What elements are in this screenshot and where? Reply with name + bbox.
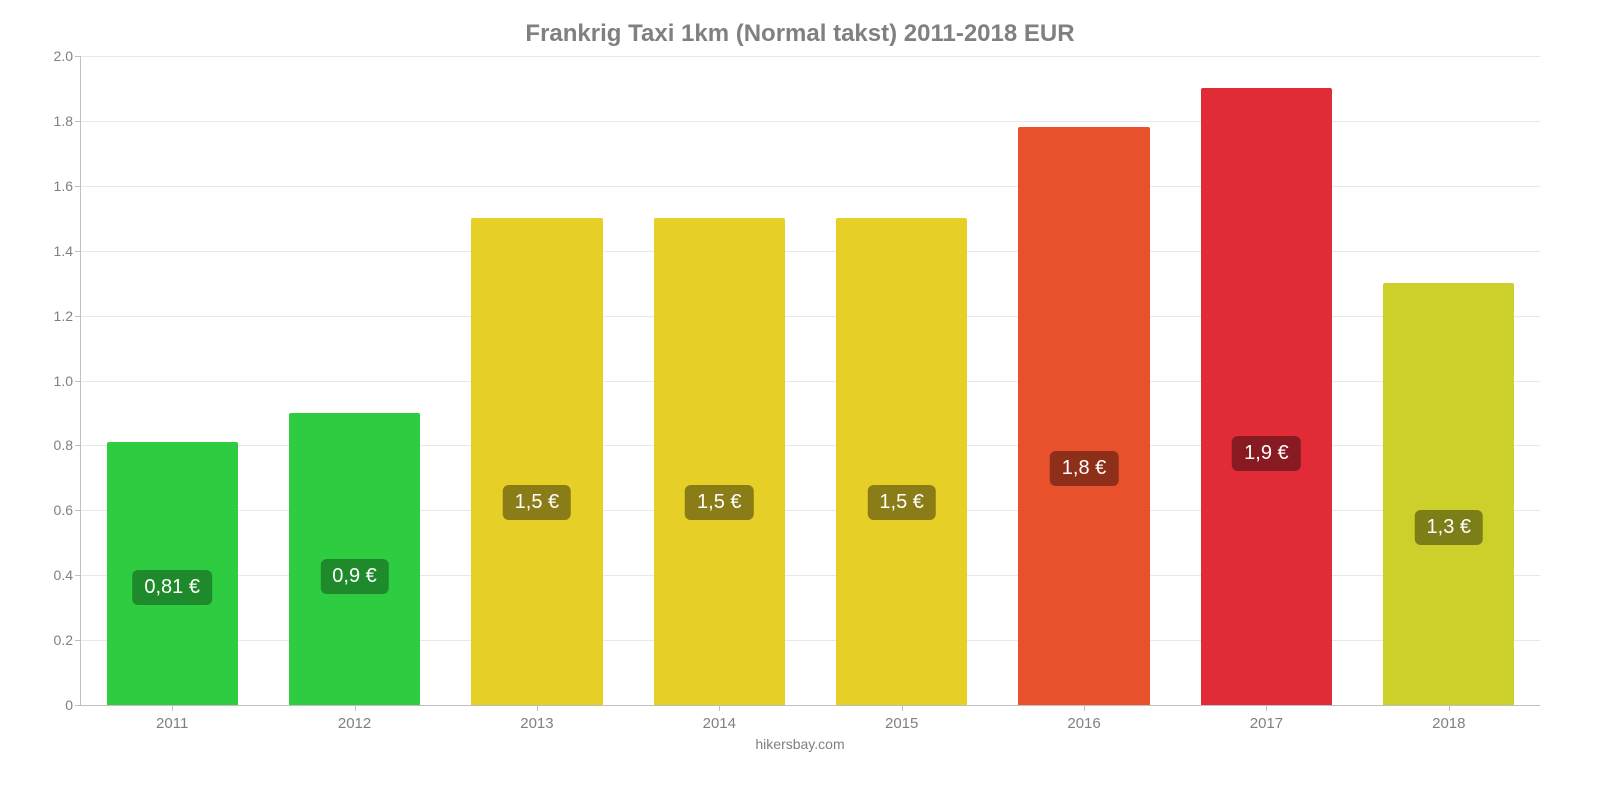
bar: 1,3 € xyxy=(1383,283,1514,705)
ytick-label: 0.2 xyxy=(54,632,81,648)
ytick-label: 0.6 xyxy=(54,502,81,518)
bar-chart: Frankrig Taxi 1km (Normal takst) 2011-20… xyxy=(0,0,1600,800)
bar-slot: 0,9 €2012 xyxy=(263,56,445,705)
ytick-label: 1.0 xyxy=(54,373,81,389)
xtick-label: 2017 xyxy=(1250,705,1283,732)
bar-slot: 0,81 €2011 xyxy=(81,56,263,705)
bar-value-label: 1,3 € xyxy=(1415,510,1483,545)
ytick-label: 1.2 xyxy=(54,308,81,324)
xtick-label: 2015 xyxy=(885,705,918,732)
bar: 1,5 € xyxy=(471,218,602,705)
ytick-label: 0.8 xyxy=(54,437,81,453)
bar-value-label: 1,8 € xyxy=(1050,451,1118,486)
xtick-label: 2016 xyxy=(1067,705,1100,732)
bar-value-label: 1,5 € xyxy=(867,485,935,520)
bar: 1,5 € xyxy=(654,218,785,705)
bar-value-label: 1,5 € xyxy=(503,485,571,520)
bar-slot: 1,5 €2013 xyxy=(446,56,628,705)
bar-slot: 1,3 €2018 xyxy=(1358,56,1540,705)
bar-slot: 1,5 €2015 xyxy=(811,56,993,705)
ytick-label: 0 xyxy=(65,697,81,713)
bar-slot: 1,8 €2016 xyxy=(993,56,1175,705)
attribution: hikersbay.com xyxy=(40,736,1560,752)
xtick-label: 2018 xyxy=(1432,705,1465,732)
xtick-label: 2013 xyxy=(520,705,553,732)
plot-area: 00.20.40.60.81.01.21.41.61.82.0 0,81 €20… xyxy=(80,56,1540,706)
bar: 0,9 € xyxy=(289,413,420,705)
bar-slot: 1,9 €2017 xyxy=(1175,56,1357,705)
xtick-label: 2012 xyxy=(338,705,371,732)
bar-value-label: 0,9 € xyxy=(320,559,388,594)
ytick-label: 0.4 xyxy=(54,567,81,583)
xtick-label: 2014 xyxy=(703,705,736,732)
bar: 1,8 € xyxy=(1018,127,1149,705)
xtick-label: 2011 xyxy=(156,705,188,732)
bar-value-label: 0,81 € xyxy=(132,570,212,605)
ytick-label: 1.8 xyxy=(54,113,81,129)
bar: 1,9 € xyxy=(1201,88,1332,705)
ytick-label: 2.0 xyxy=(54,48,81,64)
bar: 0,81 € xyxy=(107,442,238,705)
bar-slot: 1,5 €2014 xyxy=(628,56,810,705)
bar-value-label: 1,5 € xyxy=(685,485,753,520)
bar-value-label: 1,9 € xyxy=(1232,436,1300,471)
chart-title: Frankrig Taxi 1km (Normal takst) 2011-20… xyxy=(40,20,1560,48)
ytick-label: 1.6 xyxy=(54,178,81,194)
bar: 1,5 € xyxy=(836,218,967,705)
ytick-label: 1.4 xyxy=(54,243,81,259)
bars-container: 0,81 €20110,9 €20121,5 €20131,5 €20141,5… xyxy=(81,56,1540,705)
